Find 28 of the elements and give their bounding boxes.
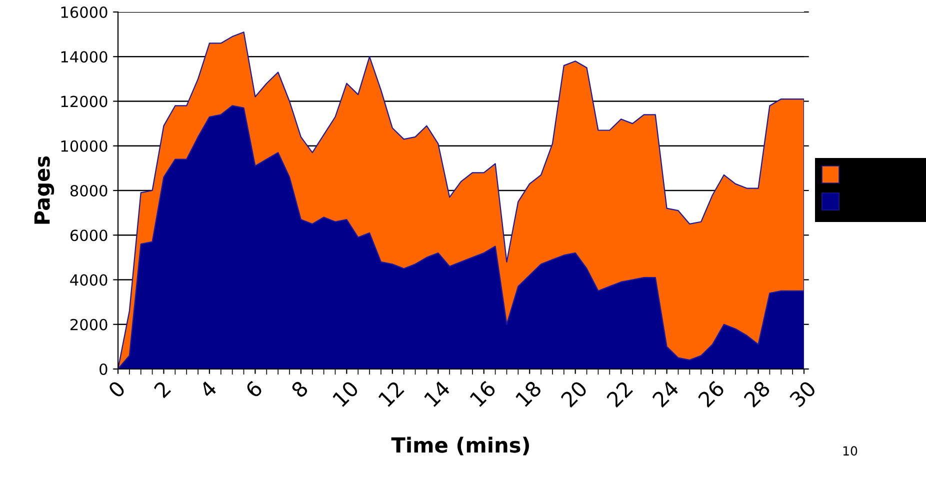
x-tick-label: 26 — [697, 380, 726, 408]
x-tick-label: 24 — [652, 380, 680, 408]
x-tick-label: 16 — [469, 380, 497, 408]
y-tick-label: 16000 — [61, 6, 108, 18]
x-tick-label: 28 — [743, 380, 771, 408]
x-tick-label: 20 — [560, 380, 588, 408]
x-tick-label: 18 — [514, 380, 542, 408]
y-tick-label: 4000 — [70, 274, 108, 286]
x-axis-title: Time (mins) — [391, 436, 529, 456]
x-tick-label: 10 — [332, 380, 360, 408]
y-tick-label: 12000 — [61, 96, 108, 108]
x-tick-label: 30 — [788, 380, 817, 408]
text: 10 — [843, 446, 858, 456]
x-tick-label: 4 — [198, 380, 218, 399]
x-tick-label: 2 — [153, 380, 172, 398]
y-tick-label: 6000 — [70, 230, 108, 242]
y-tick-label: 10000 — [61, 140, 108, 152]
x-tick-label: 6 — [244, 380, 264, 398]
x-tick-label: 12 — [378, 380, 404, 408]
x-tick-label: 14 — [424, 380, 451, 408]
x-tick-label: 0 — [107, 380, 126, 399]
y-tick-label: 14000 — [61, 51, 108, 63]
y-tick-label: 2000 — [70, 318, 108, 330]
y-tick-label: 8000 — [70, 184, 108, 197]
x-tick-label: 22 — [606, 380, 634, 408]
y-tick-label: 0 — [100, 363, 108, 376]
y-axis-title: Pages — [34, 156, 54, 224]
x-tick-label: 8 — [290, 380, 309, 398]
